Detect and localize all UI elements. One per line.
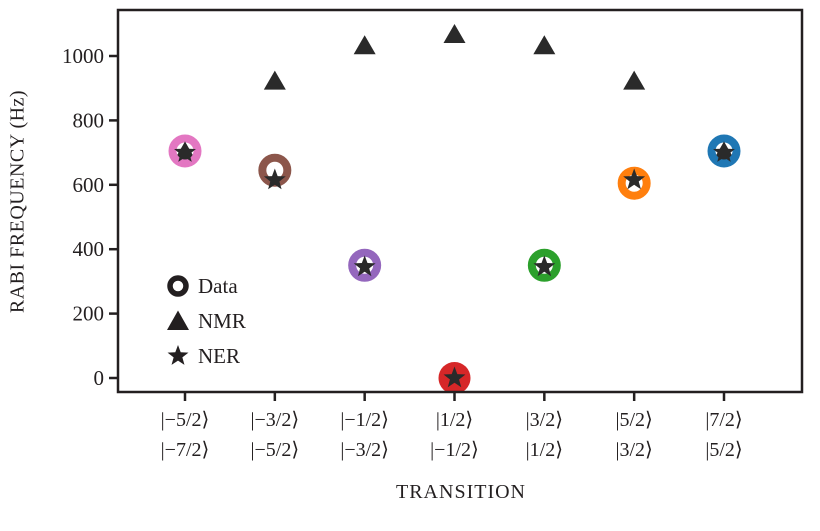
marker-layer bbox=[168, 23, 741, 392]
x-tick-upper-label: |−1/2⟩ bbox=[340, 409, 389, 431]
nmr-triangle-marker bbox=[263, 70, 286, 90]
x-tick-upper-label: |5/2⟩ bbox=[615, 409, 652, 431]
legend: Data NMR NER bbox=[165, 272, 246, 370]
ner-star-marker bbox=[174, 141, 196, 162]
x-tick-lower-label: |−1/2⟩ bbox=[430, 439, 479, 461]
nmr-triangle-marker bbox=[353, 35, 376, 55]
y-tick-label: 600 bbox=[73, 173, 105, 197]
nmr-triangle-icon bbox=[167, 310, 189, 330]
x-tick-lower-label: |3/2⟩ bbox=[615, 439, 652, 461]
data-circle-marker bbox=[168, 134, 202, 168]
y-tick-label: 200 bbox=[73, 302, 105, 326]
x-tick-lower-label: |−5/2⟩ bbox=[251, 439, 300, 461]
data-ring-icon bbox=[167, 275, 189, 297]
y-tick-label: 0 bbox=[94, 366, 105, 390]
data-circle-marker bbox=[527, 248, 561, 282]
legend-item-data: Data bbox=[165, 272, 246, 300]
legend-label-nmr: NMR bbox=[198, 308, 246, 333]
ner-star-marker bbox=[263, 168, 286, 190]
legend-item-ner: NER bbox=[165, 342, 246, 370]
x-tick-upper-label: |7/2⟩ bbox=[705, 409, 742, 431]
x-tick-upper-label: |−3/2⟩ bbox=[251, 409, 300, 431]
y-tick-label: 800 bbox=[73, 108, 105, 132]
nmr-triangle-marker bbox=[443, 23, 466, 43]
nmr-triangle-marker bbox=[623, 70, 646, 90]
plot-frame bbox=[116, 8, 804, 394]
x-tick-upper-label: |1/2⟩ bbox=[436, 409, 473, 431]
y-tick-label: 1000 bbox=[62, 44, 104, 68]
x-tick-lower-label: |5/2⟩ bbox=[705, 439, 742, 461]
x-tick-lower-label: |−3/2⟩ bbox=[340, 439, 389, 461]
legend-label-data: Data bbox=[198, 273, 238, 298]
x-tick-upper-label: |3/2⟩ bbox=[526, 409, 563, 431]
ner-star-marker bbox=[353, 255, 376, 277]
ner-star-icon bbox=[167, 345, 189, 365]
ner-star-marker bbox=[623, 168, 646, 190]
legend-item-nmr: NMR bbox=[165, 307, 246, 335]
x-tick-lower-label: |−7/2⟩ bbox=[161, 439, 210, 461]
nmr-triangle-marker bbox=[533, 35, 556, 55]
ner-star-marker bbox=[443, 366, 466, 388]
ner-star-marker bbox=[713, 141, 735, 162]
x-axis-title: TRANSITION bbox=[396, 481, 526, 503]
x-tick-lower-label: |1/2⟩ bbox=[526, 439, 563, 461]
y-tick-label: 400 bbox=[73, 237, 105, 261]
data-circle-marker bbox=[707, 134, 741, 168]
ner-star-marker bbox=[533, 255, 556, 277]
data-circle-marker bbox=[348, 248, 382, 282]
x-tick-upper-label: |−5/2⟩ bbox=[161, 409, 210, 431]
legend-label-ner: NER bbox=[198, 343, 240, 368]
